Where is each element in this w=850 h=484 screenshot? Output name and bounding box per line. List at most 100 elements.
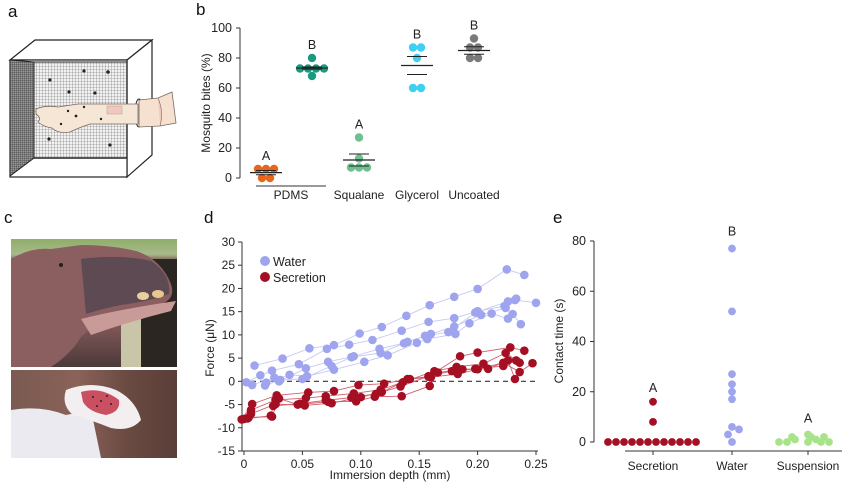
data-point-water <box>344 340 354 349</box>
significance-letter: B <box>470 19 478 33</box>
legend-label-water: Water <box>273 255 306 269</box>
data-point-secretion <box>636 438 644 446</box>
data-point-water <box>247 380 257 390</box>
data-point-secretion <box>652 438 660 446</box>
x-category-label: Squalane <box>334 188 385 202</box>
data-point-secretion <box>501 348 510 358</box>
y-tick-label: 10 <box>222 328 236 342</box>
y-tick-label: 15 <box>222 305 236 319</box>
hippo-photo <box>11 239 177 367</box>
data-point-secretion <box>354 380 363 390</box>
data-point-secretion <box>293 400 303 409</box>
data-point-water <box>322 344 332 354</box>
x-category-label: Glycerol <box>395 188 439 202</box>
chart-contact-time: 0 20 40 60 80 Secretion Water Suspension A B A Co… <box>552 225 842 473</box>
data-point-secretion <box>692 438 700 446</box>
data-point-water <box>451 329 460 339</box>
data-point <box>269 164 279 174</box>
data-point-secretion <box>301 393 311 403</box>
data-point <box>346 163 356 172</box>
data-point-water <box>728 387 736 396</box>
data-point-suspension <box>783 438 791 446</box>
data-point-secretion <box>684 438 692 446</box>
data-point-secretion <box>510 374 520 384</box>
data-point-secretion <box>356 392 366 402</box>
data-point-suspension <box>820 433 828 441</box>
data-point <box>465 53 475 63</box>
data-point-secretion <box>425 381 435 391</box>
data-point-water <box>449 322 459 331</box>
data-point-water <box>261 378 271 388</box>
y-tick-label: 0 <box>579 435 586 449</box>
significance-letter: B <box>308 38 316 52</box>
x-tick-label: 0.20 <box>466 457 490 471</box>
data-point <box>416 43 426 52</box>
data-point-water <box>728 423 736 431</box>
series-line-water <box>246 299 537 383</box>
data-point-water <box>368 335 377 345</box>
y-tick-label: 20 <box>218 141 232 155</box>
data-point-water <box>501 303 510 313</box>
data-point <box>416 83 426 93</box>
x-axis-label: Immersion depth (mm) <box>330 468 451 482</box>
data-point-secretion <box>511 356 521 365</box>
data-point <box>354 154 364 163</box>
legend-marker-secretion <box>260 272 270 282</box>
data-point-water <box>250 361 259 370</box>
data-point-secretion <box>515 367 524 377</box>
legend-label-secretion: Secretion <box>273 271 326 285</box>
data-point-secretion <box>300 401 310 410</box>
data-point-secretion <box>271 399 280 409</box>
significance-letter: B <box>413 28 421 42</box>
data-point <box>408 43 418 52</box>
arm-patch <box>106 105 123 115</box>
data-point-water <box>347 352 356 362</box>
chart-mosquito-bites: 0 20 40 60 80 100 PDMS Squalane Glycerol Uncoated… <box>199 19 500 203</box>
data-point-water <box>728 380 736 389</box>
data-point-water <box>402 311 411 321</box>
data-point-secretion <box>327 398 336 408</box>
data-point <box>354 163 364 172</box>
data-point <box>354 133 364 142</box>
y-axis-label: Mosquito bites (%) <box>199 53 213 152</box>
data-point-water <box>728 307 736 316</box>
data-point-water <box>728 395 736 404</box>
series-line-water <box>264 307 522 386</box>
data-point-water <box>412 338 422 348</box>
cage-left-mesh-wall <box>9 59 35 177</box>
y-tick-label: 80 <box>572 234 586 248</box>
data-point <box>473 43 483 52</box>
data-point-water <box>275 375 285 385</box>
x-category-label: Secretion <box>628 459 679 473</box>
data-point-secretion <box>628 438 636 446</box>
data-point-water <box>403 337 412 347</box>
x-category-label: Water <box>716 459 748 473</box>
y-tick-label: 5 <box>228 351 235 365</box>
data-point-secretion <box>649 418 657 426</box>
data-point-secretion <box>433 368 443 377</box>
data-point <box>465 43 475 52</box>
data-point-water <box>516 319 526 329</box>
data-point-secretion <box>498 358 508 368</box>
data-point-secretion <box>473 364 482 374</box>
data-point-water <box>444 327 453 337</box>
data-point <box>362 163 372 172</box>
data-point-secretion <box>528 358 537 368</box>
data-point-water <box>487 309 496 318</box>
data-point-water <box>256 370 265 380</box>
y-tick-label: -10 <box>218 421 236 435</box>
data-point-water <box>423 334 432 344</box>
data-point-water <box>305 344 314 353</box>
y-axis-label: Contact time (s) <box>552 299 566 384</box>
y-tick-label: 100 <box>211 21 232 35</box>
x-tick-label: 0.15 <box>408 457 432 471</box>
data-point-secretion <box>483 364 493 374</box>
data-point <box>261 164 271 174</box>
y-tick-label: -15 <box>218 444 236 458</box>
y-tick-label: 30 <box>222 235 236 249</box>
legend-marker-water <box>260 256 270 266</box>
x-tick-label: 0 <box>241 457 248 471</box>
data-point-water <box>301 364 311 373</box>
secretion-swab-photo <box>11 370 177 458</box>
data-point-water <box>511 294 521 303</box>
